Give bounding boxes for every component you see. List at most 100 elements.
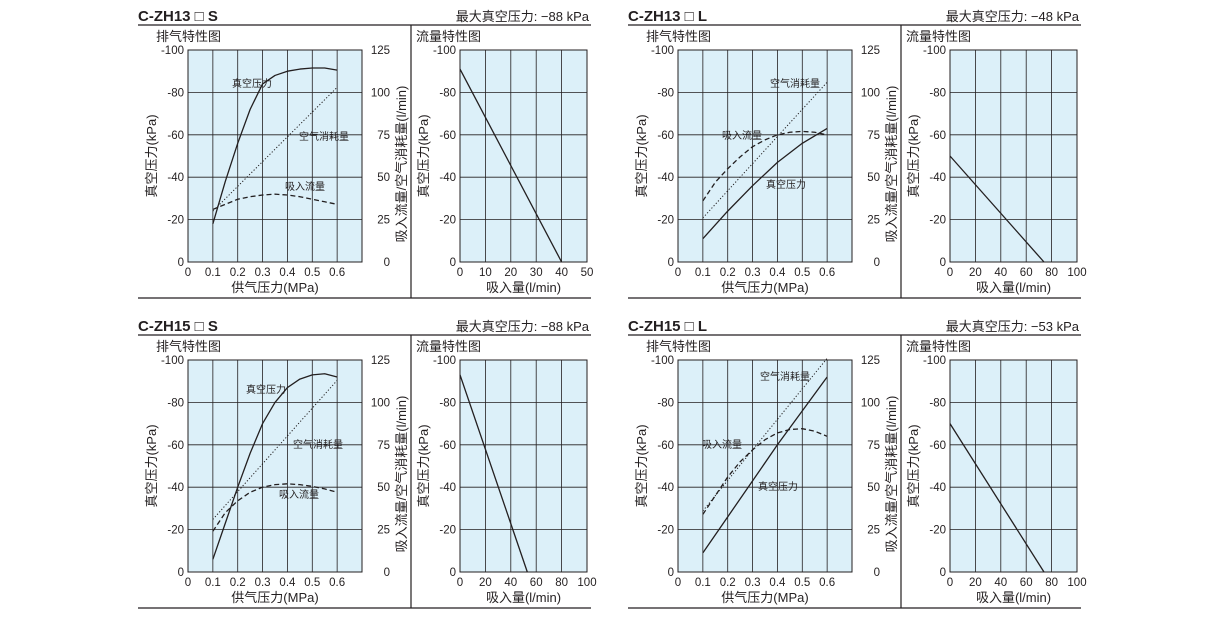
air-consumption-label: 空气消耗量	[299, 130, 349, 143]
y-tick-label: -20	[167, 215, 184, 227]
x-tick-label: 30	[530, 267, 543, 279]
y-tick-label: -20	[657, 215, 674, 227]
vacuum-curve-label: 真空压力	[766, 178, 806, 191]
x-axis-label: 吸入量(l/min)	[486, 590, 561, 605]
x-tick-label: 0.3	[255, 267, 271, 279]
x-tick-label: 0.1	[695, 267, 711, 279]
suction-flow-curve	[212, 483, 338, 532]
x-tick-label: 0	[457, 267, 463, 279]
y2-tick-label: 125	[371, 355, 390, 367]
x-tick-label: 0.4	[769, 577, 786, 589]
x-tick-label: 0.4	[279, 577, 296, 589]
x-tick-label: 100	[1067, 267, 1086, 279]
y-tick-label: -40	[929, 172, 946, 184]
x-tick-label: 20	[504, 267, 517, 279]
x-tick-label: 50	[581, 267, 594, 279]
x-axis-label: 供气压力(MPa)	[721, 280, 808, 295]
y-tick-label: -80	[439, 87, 456, 99]
y-tick-label: -40	[929, 482, 946, 494]
y-axis-label: 真空压力(kPa)	[416, 114, 431, 197]
y-tick-label: -40	[167, 172, 184, 184]
y-tick-label: -80	[167, 87, 184, 99]
suction-flow-label: 吸入流量	[285, 180, 325, 193]
y2-tick-label: 125	[861, 355, 880, 367]
y-tick-label: 0	[940, 567, 946, 579]
vacuum-curve-label: 真空压力	[246, 383, 286, 396]
y-tick-label: -20	[167, 525, 184, 537]
plot-area	[188, 360, 362, 572]
x-tick-label: 60	[530, 577, 543, 589]
y-tick-label: -100	[651, 355, 674, 367]
y-axis-label: 真空压力(kPa)	[634, 114, 649, 197]
y2-tick-label: 100	[371, 87, 390, 99]
y-axis-label: 真空压力(kPa)	[634, 424, 649, 507]
max-vacuum-spec: 最大真空压力: −53 kPa	[946, 319, 1080, 334]
vacuum-pressure-curve	[702, 127, 828, 240]
exhaust-chart: 排气特性图 0 0.1 0.2 0.3 0.4 0.5 0.6 0 -20 -40 -60 -80 -10…	[634, 339, 899, 605]
y-tick-label: -40	[439, 172, 456, 184]
vacuum-curve-label: 真空压力	[758, 480, 798, 493]
panel-title: C-ZH15 □ S	[138, 318, 218, 335]
y2-tick-label: 0	[384, 257, 390, 269]
x-axis-label: 吸入量(l/min)	[976, 280, 1051, 295]
y-tick-label: -60	[167, 440, 184, 452]
y-tick-label: -80	[657, 87, 674, 99]
y-tick-label: -100	[923, 45, 946, 57]
x-axis-label: 供气压力(MPa)	[231, 590, 318, 605]
y-axis-label: 真空压力(kPa)	[144, 114, 159, 197]
y-axis-label: 真空压力(kPa)	[906, 114, 921, 197]
max-vacuum-spec: 最大真空压力: −88 kPa	[456, 319, 590, 334]
x-tick-label: 0.2	[720, 267, 736, 279]
chart-root: C-ZH13 □ S 最大真空压力: −88 kPa 排气特性图 0 0.1 0.2 0.3…	[138, 8, 1087, 609]
y2-tick-label: 75	[377, 130, 390, 142]
y-tick-label: 0	[668, 257, 674, 269]
plot-area	[188, 50, 362, 262]
flow-chart-title: 流量特性图	[906, 29, 971, 44]
y2-tick-label: 100	[861, 397, 880, 409]
x-tick-label: 0	[947, 577, 953, 589]
x-axis-label: 吸入量(l/min)	[486, 280, 561, 295]
x-tick-label: 0	[675, 267, 681, 279]
plot-frame	[187, 49, 363, 263]
x-tick-label: 20	[969, 267, 982, 279]
y-tick-label: -60	[657, 130, 674, 142]
y2-tick-label: 50	[377, 482, 390, 494]
panel-3: C-ZH15 □ S 最大真空压力: −88 kPa 排气特性图 0 0.1 0.2 0.3…	[138, 318, 597, 609]
y-tick-label: -60	[929, 130, 946, 142]
y-tick-label: -80	[167, 397, 184, 409]
y-tick-label: -20	[657, 525, 674, 537]
flow-chart: 流量特性图 0 20 40 60 80 100 0 -20 -40 -60 -80 -100 吸入量(l/…	[906, 29, 1087, 295]
x-tick-label: 40	[994, 577, 1007, 589]
x-tick-label: 20	[479, 577, 492, 589]
plot-area	[950, 50, 1077, 262]
suction-flow-curve	[702, 428, 828, 515]
suction-flow-label: 吸入流量	[722, 129, 762, 142]
flow-characteristic-line	[949, 423, 1045, 573]
max-vacuum-spec: 最大真空压力: −88 kPa	[456, 9, 590, 24]
y-tick-label: -60	[657, 440, 674, 452]
exhaust-chart: 排气特性图 0 0.1 0.2 0.3 0.4 0.5 0.6 0 -20 -40 -60 -80 -10…	[634, 29, 899, 295]
suction-flow-label: 吸入流量	[702, 438, 742, 451]
y-tick-label: -80	[657, 397, 674, 409]
y2-tick-label: 0	[874, 567, 880, 579]
flow-chart-title: 流量特性图	[416, 29, 481, 44]
y-tick-label: -40	[439, 482, 456, 494]
x-tick-label: 0	[675, 577, 681, 589]
vacuum-curve-label: 真空压力	[232, 77, 272, 90]
flow-characteristic-line	[459, 68, 563, 263]
y-tick-label: -100	[433, 45, 456, 57]
x-tick-label: 0.6	[329, 577, 345, 589]
y2-tick-label: 25	[377, 215, 390, 227]
y2-tick-label: 0	[384, 567, 390, 579]
x-tick-label: 0.2	[230, 577, 246, 589]
y2-tick-label: 50	[867, 482, 880, 494]
x-tick-label: 0.1	[205, 577, 221, 589]
suction-flow-curve	[212, 193, 338, 211]
x-tick-label: 0.6	[819, 267, 835, 279]
y-tick-label: -80	[929, 397, 946, 409]
panel-1: C-ZH13 □ S 最大真空压力: −88 kPa 排气特性图 0 0.1 0.2 0.3…	[138, 8, 594, 299]
y-tick-label: 0	[668, 567, 674, 579]
flow-chart-title: 流量特性图	[416, 339, 481, 354]
y-tick-label: -40	[657, 482, 674, 494]
panel-title: C-ZH13 □ S	[138, 8, 218, 25]
